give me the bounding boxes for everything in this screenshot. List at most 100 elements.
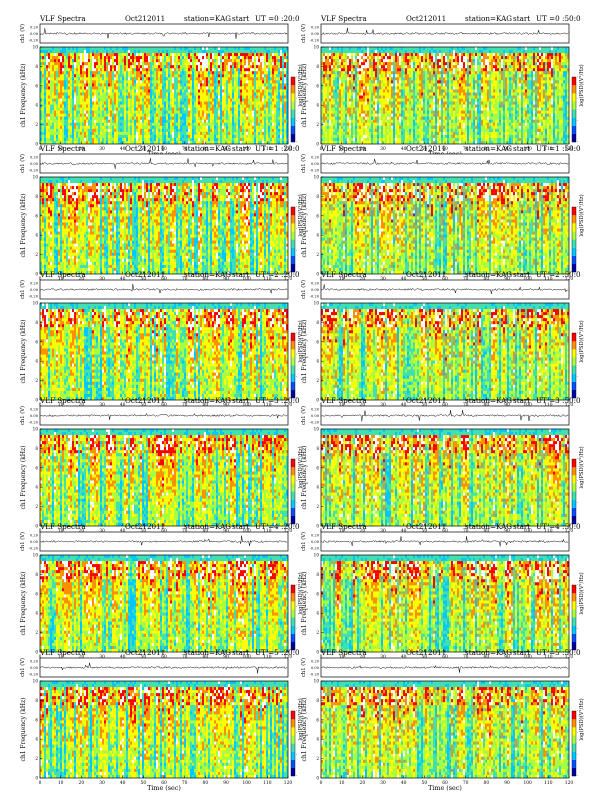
- spectrogram-cell: [58, 47, 60, 50]
- spectrogram-cell: [54, 96, 56, 99]
- spectrogram-cell: [140, 126, 142, 129]
- spectrogram-cell: [48, 138, 50, 141]
- spectrogram-cell: [166, 92, 168, 95]
- spectrogram-cell: [170, 138, 172, 141]
- spectrogram-cell: [166, 53, 168, 56]
- spectrogram-cell: [134, 99, 136, 102]
- spectrogram-cell: [102, 59, 104, 62]
- spectrogram-cell: [52, 62, 54, 65]
- spectrogram-cell: [54, 111, 56, 114]
- spectrogram-cell: [46, 65, 48, 68]
- spectrogram-cell: [140, 123, 142, 126]
- spectrogram-cell: [102, 129, 104, 132]
- spectrogram-cell: [136, 120, 138, 123]
- spectrogram-cell: [168, 47, 170, 50]
- spectrogram-cell: [158, 80, 160, 83]
- spectrogram-cell: [86, 138, 88, 141]
- spectrogram-cell: [94, 56, 96, 59]
- spectrogram-cell: [144, 117, 146, 120]
- spectrogram-cell: [160, 50, 162, 53]
- spectrogram-cell: [76, 126, 78, 129]
- spectrogram-cell: [72, 120, 74, 123]
- spectrogram-cell: [92, 99, 94, 102]
- spectrogram-cell: [58, 114, 60, 117]
- spectrogram-cell: [90, 86, 92, 89]
- spectrogram-cell: [60, 117, 62, 120]
- spectrogram-cell: [118, 80, 120, 83]
- spectrogram-cell: [90, 129, 92, 132]
- spectrogram-cell: [62, 123, 64, 126]
- spectrogram-cell: [122, 105, 124, 108]
- spectrogram-cell: [58, 92, 60, 95]
- spectrogram-cell: [126, 56, 128, 59]
- spectrogram-cell: [176, 86, 178, 89]
- spectrogram-cell: [44, 102, 46, 105]
- spectrogram-cell: [124, 105, 126, 108]
- spectrogram-cell: [172, 92, 174, 95]
- trace-ytick: 0.00: [30, 32, 39, 36]
- spectrogram-cell: [70, 126, 72, 129]
- spectrogram-cell: [62, 89, 64, 92]
- spectrogram-cell: [168, 65, 170, 68]
- spectrogram-cell: [174, 89, 176, 92]
- spectrogram-cell: [158, 99, 160, 102]
- spectrogram-cell: [50, 138, 52, 141]
- spectrogram-cell: [152, 120, 154, 123]
- spectrogram-cell: [66, 77, 68, 80]
- spectrogram-cell: [122, 53, 124, 56]
- spectrogram-cell: [142, 129, 144, 132]
- spectrogram-cell: [74, 117, 76, 120]
- spectrogram-cell: [170, 68, 172, 71]
- spectrogram-cell: [152, 132, 154, 135]
- spectrogram-cell: [62, 74, 64, 77]
- spectrogram-cell: [56, 108, 58, 111]
- spectrogram-cell: [174, 53, 176, 56]
- spectrogram-cell: [172, 114, 174, 117]
- spectrogram-cell: [52, 47, 54, 50]
- spectrogram-cell: [174, 129, 176, 132]
- spectrogram-cell: [68, 123, 70, 126]
- spectrogram-cell: [98, 132, 100, 135]
- spectrogram-cell: [102, 117, 104, 120]
- spectrogram-cell: [156, 53, 158, 56]
- spectrogram-cell: [100, 77, 102, 80]
- spectrogram-cell: [66, 83, 68, 86]
- spectrogram-cell: [124, 111, 126, 114]
- spectrogram-cell: [170, 65, 172, 68]
- spectrogram-cell: [172, 111, 174, 114]
- spectrogram-cell: [156, 129, 158, 132]
- spectrogram-cell: [60, 123, 62, 126]
- spectrogram-cell: [60, 102, 62, 105]
- spectrogram-cell: [76, 68, 78, 71]
- spectrogram-cell: [154, 114, 156, 117]
- spectrogram-cell: [46, 138, 48, 141]
- spectrogram-cell: [86, 117, 88, 120]
- spectrogram-cell: [68, 80, 70, 83]
- spectrogram-cell: [106, 114, 108, 117]
- spectrogram-cell: [110, 123, 112, 126]
- spectrogram-cell: [172, 86, 174, 89]
- spectrogram-cell: [86, 77, 88, 80]
- spectrogram-cell: [48, 132, 50, 135]
- spectrogram-cell: [70, 50, 72, 53]
- spectrogram-cell: [148, 62, 150, 65]
- spectrogram-cell: [116, 102, 118, 105]
- spectrogram-cell: [112, 141, 114, 144]
- spectrogram-cell: [98, 114, 100, 117]
- spectrogram-cell: [116, 117, 118, 120]
- trace-ylabel: ch1 (V): [19, 24, 26, 43]
- spectrogram-cell: [42, 56, 44, 59]
- spectrogram-cell: [150, 65, 152, 68]
- spectrogram-cell: [128, 129, 130, 132]
- spectrogram-cell: [128, 111, 130, 114]
- spectrogram-cell: [56, 114, 58, 117]
- spectrogram-cell: [78, 80, 80, 83]
- spectrogram-cell: [94, 102, 96, 105]
- spectrogram-cell: [112, 135, 114, 138]
- spectrogram-cell: [132, 68, 134, 71]
- spectrogram-cell: [68, 135, 70, 138]
- spectrogram-cell: [42, 47, 44, 50]
- spectrogram-cell: [82, 77, 84, 80]
- spectrogram-cell: [130, 71, 132, 74]
- spectrogram-cell: [90, 117, 92, 120]
